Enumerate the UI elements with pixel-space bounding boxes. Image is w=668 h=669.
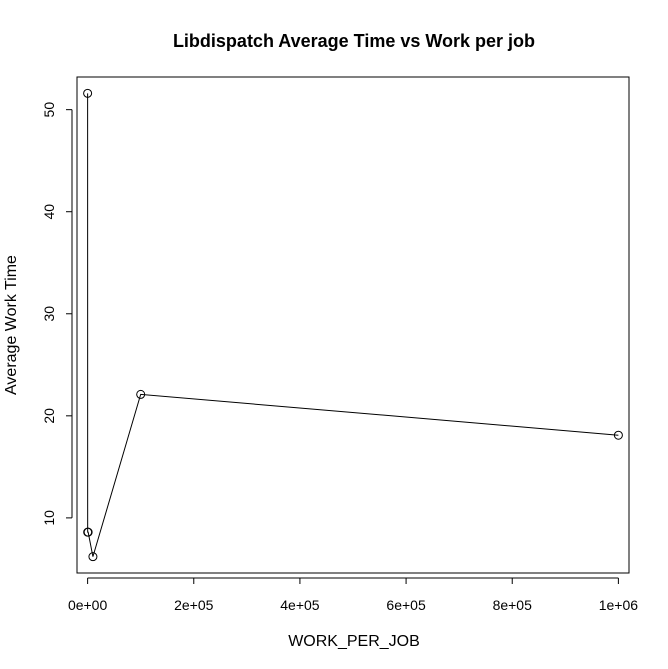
data-point-2 (83, 527, 93, 537)
chart-title: Libdispatch Average Time vs Work per job (173, 31, 535, 51)
y-axis: 10 20 30 40 50 (41, 102, 73, 526)
data-point-0 (83, 88, 93, 98)
data-point-4 (136, 389, 146, 399)
y-axis-label: Average Work Time (3, 255, 20, 395)
x-tick-label-0: 0e+00 (68, 597, 108, 613)
x-axis-label: WORK_PER_JOB (288, 633, 420, 650)
x-tick-label-5: 1e+06 (599, 597, 639, 613)
plot-frame (76, 76, 630, 574)
y-tick-label-4: 50 (41, 102, 57, 118)
y-tick-label-3: 40 (41, 204, 57, 220)
series-group (83, 88, 623, 562)
series-line-0 (87, 93, 619, 557)
x-tick-label-2: 4e+05 (280, 597, 320, 613)
x-tick-label-3: 6e+05 (386, 597, 426, 613)
data-point-5 (613, 430, 623, 440)
x-tick-label-4: 8e+05 (493, 597, 533, 613)
data-point-3 (88, 552, 98, 562)
y-tick-label-1: 20 (41, 408, 57, 424)
x-tick-label-1: 2e+05 (174, 597, 214, 613)
y-tick-label-2: 30 (41, 306, 57, 322)
x-axis: 0e+00 2e+05 4e+05 6e+05 8e+05 1e+06 (68, 577, 639, 613)
y-tick-label-0: 10 (41, 510, 57, 526)
